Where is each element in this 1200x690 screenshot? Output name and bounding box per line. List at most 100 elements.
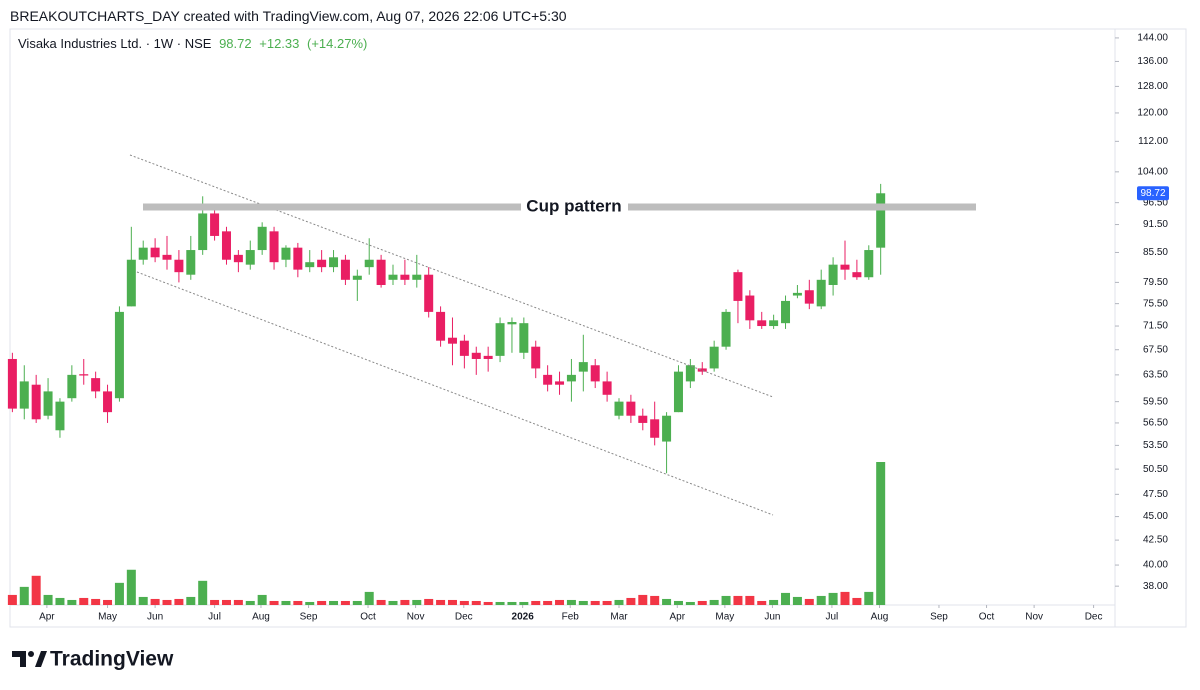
volume-bar — [816, 595, 826, 605]
y-tick-label: 136.00 — [1137, 56, 1168, 67]
volume-bar — [19, 586, 29, 605]
y-tick-label: 40.00 — [1143, 560, 1168, 571]
volume-bar — [198, 580, 208, 605]
annotation: Cup pattern — [526, 196, 621, 215]
volume-bar — [781, 592, 791, 605]
candle-body — [19, 381, 29, 409]
candle-body — [269, 231, 279, 263]
y-tick-label: 128.00 — [1137, 81, 1168, 92]
x-tick-label: Oct — [360, 612, 376, 623]
volume-bar — [662, 598, 672, 605]
y-tick-label: 112.00 — [1138, 136, 1168, 147]
y-tick-label: 63.50 — [1143, 370, 1168, 381]
candle-body — [91, 378, 101, 392]
volume-bar — [685, 601, 695, 605]
volume-bar — [114, 582, 124, 605]
candle-body — [221, 231, 231, 260]
candle-body — [388, 274, 398, 280]
interval: 1W — [154, 36, 174, 51]
candle-body — [305, 262, 315, 268]
logo: TradingView — [12, 648, 174, 671]
x-tick-label: Apr — [670, 612, 686, 623]
candle-body — [685, 365, 695, 382]
x-tick-label: Oct — [979, 612, 995, 623]
volume-bar — [447, 599, 457, 605]
trend-line — [129, 154, 774, 398]
candle-body — [364, 259, 374, 268]
candle-body — [412, 274, 422, 280]
volume-bar — [400, 599, 410, 605]
candle-body — [733, 272, 743, 301]
volume-bar — [471, 600, 481, 605]
candle-body — [329, 257, 339, 268]
credit: BREAKOUTCHARTS_DAY created with TradingV… — [10, 8, 567, 24]
candle-body — [816, 279, 826, 307]
candle-body — [864, 250, 874, 278]
legend: Visaka Industries Ltd. · 1W · NSE 98.72 … — [18, 36, 367, 51]
candle-body — [543, 374, 553, 385]
volume-bar — [7, 594, 17, 605]
volume-bar — [329, 600, 339, 605]
volume-bar — [150, 598, 160, 605]
volume-bar — [792, 596, 802, 605]
y-tick-label: 96.50 — [1143, 197, 1168, 208]
volume-bar — [721, 595, 731, 605]
candle-body — [114, 311, 124, 399]
volume-bar — [31, 575, 41, 605]
y-tick-label: 50.50 — [1143, 464, 1168, 475]
volume-bar — [126, 569, 136, 605]
candle-body — [673, 371, 683, 413]
candle-body — [531, 346, 541, 369]
candle-body — [792, 292, 802, 296]
candle-body — [757, 320, 767, 327]
y-tick-label: 71.50 — [1143, 321, 1168, 332]
volume-bar — [602, 600, 612, 605]
y-tick-label: 120.00 — [1137, 108, 1168, 119]
x-tick-label: Nov — [407, 612, 425, 623]
volume-bar — [55, 597, 65, 605]
chart-frame — [9, 28, 1187, 628]
volume-bar — [459, 600, 469, 605]
volume-bar — [79, 597, 89, 605]
price-badge — [1137, 186, 1169, 201]
candle-body — [828, 264, 838, 285]
volume-bar — [638, 594, 648, 605]
volume-bar — [412, 599, 422, 605]
volume-bar — [697, 600, 707, 605]
x-tick-label: Jul — [826, 612, 839, 623]
y-tick-label: 45.00 — [1143, 511, 1168, 522]
volume-bar — [269, 600, 279, 605]
logo-mark — [12, 651, 26, 667]
volume-bar — [210, 599, 220, 605]
candle-body — [55, 401, 65, 431]
candle-body — [614, 401, 624, 416]
y-tick-label: 56.50 — [1143, 418, 1168, 429]
volume-bar — [745, 595, 755, 605]
volume-bar — [864, 591, 874, 605]
sep: · — [177, 36, 185, 51]
volume-bar — [67, 599, 77, 605]
change-pct: (+14.27%) — [307, 36, 367, 51]
y-tick-label: 59.50 — [1143, 396, 1168, 407]
x-tick-label: Aug — [871, 612, 889, 623]
y-tick-label: 38.00 — [1143, 581, 1168, 592]
candle-body — [447, 337, 457, 344]
volume-bar — [590, 600, 600, 605]
volume-bar — [543, 600, 553, 605]
candle-body — [210, 213, 220, 236]
volume-bar — [757, 600, 767, 605]
volume-bar — [709, 599, 719, 605]
volume-bar — [305, 601, 315, 605]
candle-body — [602, 381, 612, 395]
candle-body — [578, 362, 588, 372]
x-tick-label: Dec — [455, 612, 473, 623]
candle-body — [876, 193, 886, 248]
candle-body — [400, 274, 410, 280]
volume-bar — [424, 598, 434, 605]
candle-body — [31, 384, 41, 420]
x-tick-label: Jun — [147, 612, 163, 623]
candle-body — [745, 295, 755, 321]
candle-body — [459, 340, 469, 356]
y-tick-label: 85.50 — [1143, 247, 1168, 258]
